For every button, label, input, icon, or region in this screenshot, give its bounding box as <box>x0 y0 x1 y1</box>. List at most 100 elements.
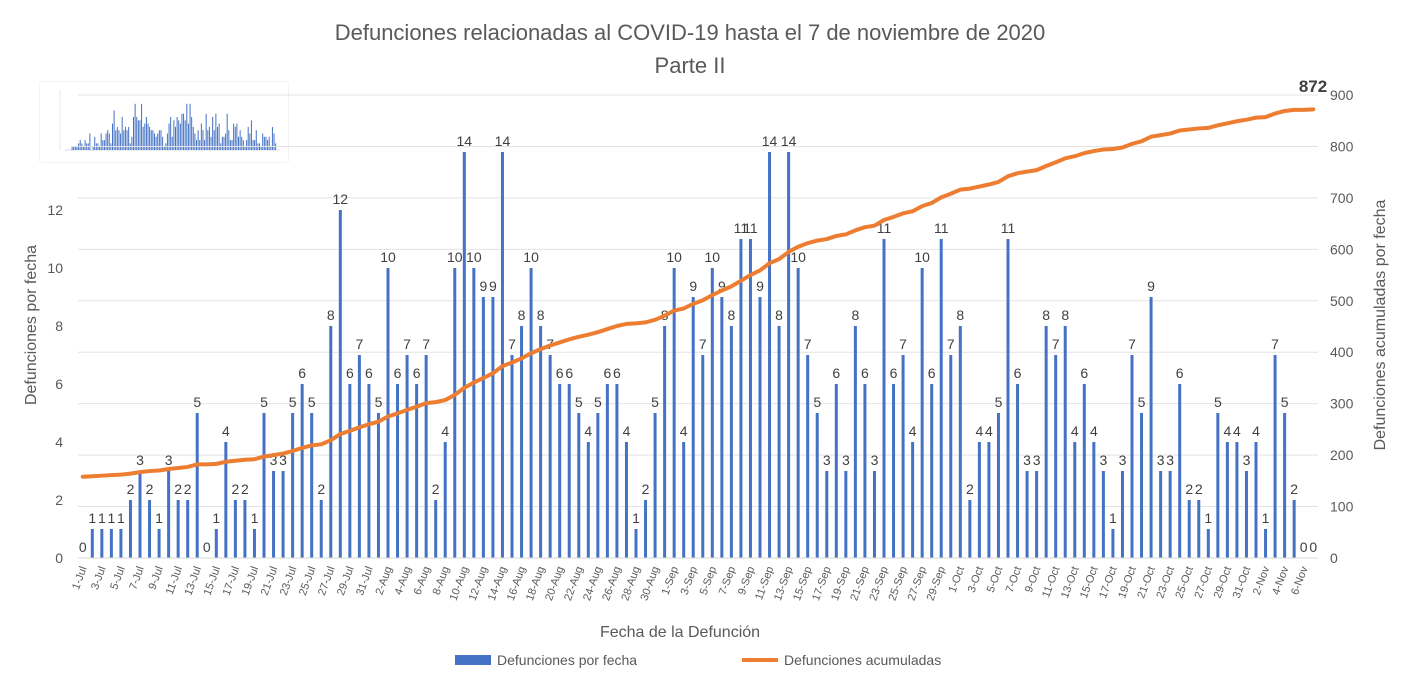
bar <box>90 529 94 558</box>
thumbnail-bar <box>142 126 144 150</box>
bar-value-label: 5 <box>575 394 583 410</box>
bar-value-label: 3 <box>1157 452 1165 468</box>
bar-value-label: 7 <box>403 336 411 352</box>
bar <box>901 355 905 558</box>
thumbnail-bar <box>82 146 84 150</box>
bar-value-label: 9 <box>1147 278 1155 294</box>
x-tick-label: 7-Jul <box>127 565 146 592</box>
thumbnail-bar <box>247 126 249 150</box>
bar-value-label: 10 <box>666 249 682 265</box>
thumbnail-bar <box>155 136 157 150</box>
thumbnail-bar <box>147 123 149 150</box>
y2-tick-label: 200 <box>1330 447 1354 463</box>
bar <box>596 413 600 558</box>
thumbnail-bar <box>152 130 154 150</box>
bar <box>872 471 876 558</box>
thumbnail-bar <box>218 123 220 150</box>
bar-value-label: 5 <box>813 394 821 410</box>
y-axis-label: Defunciones por fecha <box>23 245 40 405</box>
y-tick-label: 10 <box>47 260 63 276</box>
bar <box>1264 529 1268 558</box>
bar-value-label: 8 <box>537 307 545 323</box>
thumbnail-bar <box>213 130 215 150</box>
bar-value-label: 2 <box>174 481 182 497</box>
bar-value-label: 9 <box>479 278 487 294</box>
thumbnail-bar <box>231 140 233 150</box>
bar <box>701 355 705 558</box>
bar <box>977 442 981 558</box>
x-tick-label: 7-Oct <box>1004 565 1024 594</box>
bar-value-label: 4 <box>441 423 449 439</box>
thumbnail-bar <box>202 130 204 150</box>
thumbnail-bar <box>254 140 256 150</box>
x-tick-label: 5-Sep <box>698 565 719 597</box>
thumbnail-bar <box>115 130 117 150</box>
x-tick-label: 2-Nov <box>1251 564 1272 596</box>
bar <box>739 239 743 558</box>
bar-value-label: 8 <box>1042 307 1050 323</box>
thumbnail-bar <box>196 140 197 150</box>
bar <box>663 326 667 558</box>
bar-value-label: 8 <box>518 307 526 323</box>
thumbnail-bar <box>225 133 227 150</box>
bar-value-label: 10 <box>380 249 396 265</box>
y-tick-label: 8 <box>55 318 63 334</box>
thumbnail-bar <box>260 146 262 150</box>
thumbnail-bar <box>229 140 231 150</box>
bar <box>1283 413 1287 558</box>
x-tick-label: 11-Jul <box>164 565 185 597</box>
bar <box>1244 471 1248 558</box>
bar <box>644 500 648 558</box>
bar-value-label: 5 <box>1214 394 1222 410</box>
bar <box>768 152 772 558</box>
thumbnail-bar <box>194 133 196 150</box>
bar-value-label: 8 <box>727 307 735 323</box>
x-axis-label: Fecha de la Defunción <box>600 624 760 641</box>
bar-value-label: 5 <box>651 394 659 410</box>
bar <box>653 413 657 558</box>
bar <box>1254 442 1258 558</box>
bar <box>500 152 504 558</box>
y2-tick-label: 500 <box>1330 293 1354 309</box>
bar <box>281 471 285 558</box>
bar-value-label: 6 <box>1176 365 1184 381</box>
thumbnail-bar <box>121 117 123 150</box>
thumbnail-bar <box>208 126 210 150</box>
x-tick-label: 15-Jul <box>202 565 224 597</box>
x-tick-label: 13-Jul <box>182 565 204 597</box>
bar <box>520 326 524 558</box>
bar-value-label: 7 <box>947 336 955 352</box>
thumbnail-bar <box>176 117 178 150</box>
bar-value-label: 2 <box>184 481 192 497</box>
bar-value-label: 3 <box>1243 452 1251 468</box>
bar-value-label: 4 <box>909 423 917 439</box>
bar <box>1273 355 1277 558</box>
thumbnail-bar <box>244 146 246 150</box>
bar <box>968 500 972 558</box>
thumbnail-bar <box>92 146 94 150</box>
bar <box>748 239 752 558</box>
bar-value-label: 1 <box>1262 510 1270 526</box>
bar-value-label: 2 <box>642 481 650 497</box>
bar <box>1082 384 1086 558</box>
bar <box>214 529 218 558</box>
x-tick-label: 3-Jul <box>89 565 108 592</box>
thumbnail-bar <box>105 133 107 150</box>
thumbnail-bar <box>108 133 110 150</box>
bar <box>548 355 552 558</box>
thumbnail-bar <box>262 133 264 150</box>
bar <box>777 326 781 558</box>
x-tick-label: 1-Oct <box>947 565 967 594</box>
bar-value-label: 6 <box>861 365 869 381</box>
thumbnail-bar <box>173 120 175 150</box>
bar <box>1292 500 1296 558</box>
bar-value-label: 2 <box>1185 481 1193 497</box>
bar <box>1216 413 1220 558</box>
bar <box>128 500 132 558</box>
bar-value-label: 1 <box>632 510 640 526</box>
thumbnail-bar <box>265 136 267 150</box>
thumbnail-bar <box>163 146 165 150</box>
bar-value-label: 6 <box>832 365 840 381</box>
bar-value-label: 1 <box>98 510 106 526</box>
bar-value-label: 0 <box>203 539 211 555</box>
